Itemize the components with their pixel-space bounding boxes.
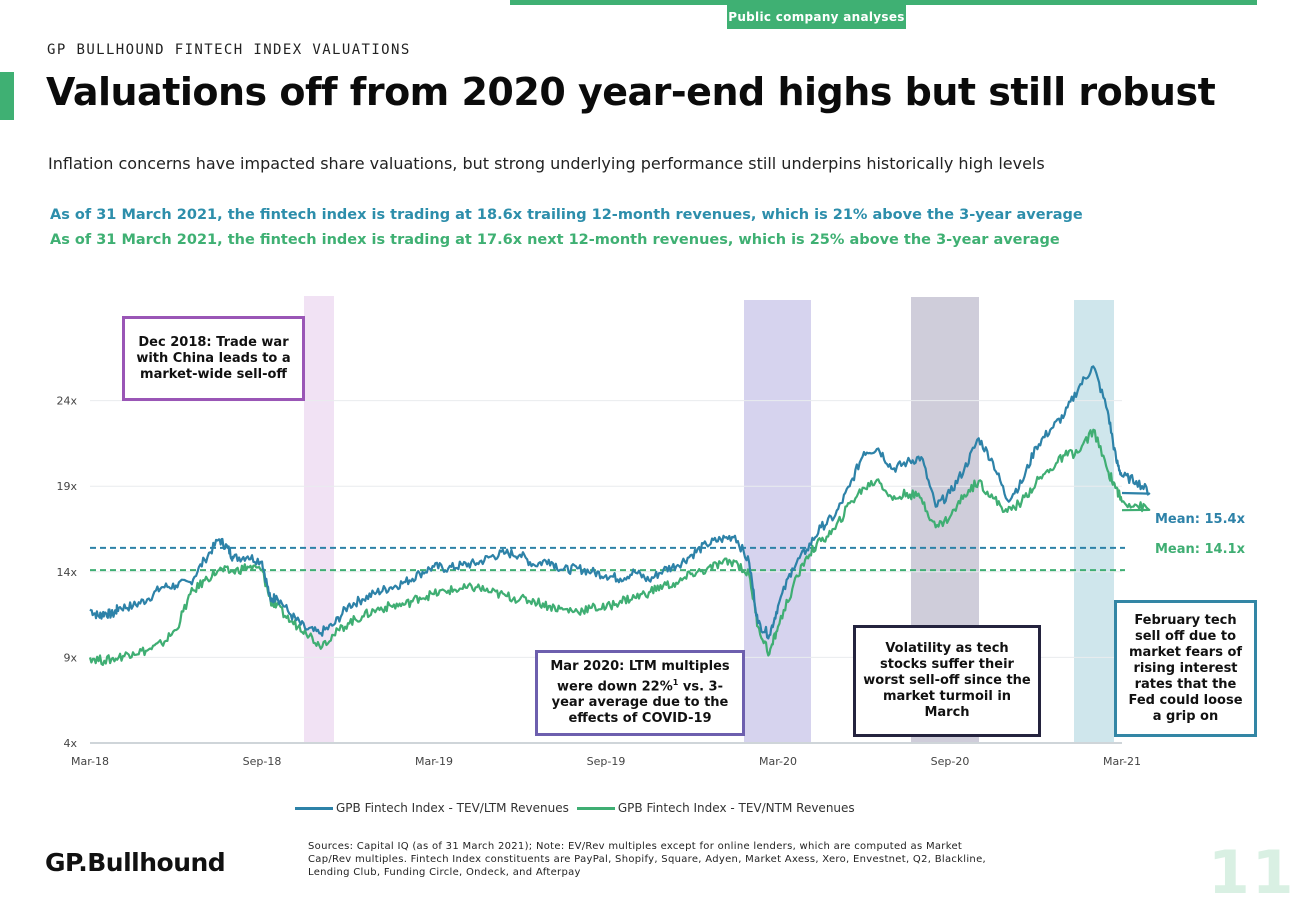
stat-ntm: As of 31 March 2021, the fintech index i… <box>50 232 1060 248</box>
y-tick-label: 24x <box>56 395 77 408</box>
x-tick-label: Mar-19 <box>415 755 453 768</box>
callout-sep-2020: Volatility as tech stocks suffer their w… <box>853 625 1041 737</box>
x-tick-label: Sep-18 <box>243 755 282 768</box>
stat-ltm: As of 31 March 2021, the fintech index i… <box>50 207 1083 223</box>
callout-feb-2021-text: February tech sell off due to market fea… <box>1128 612 1243 724</box>
page-title: Valuations off from 2020 year-end highs … <box>46 70 1216 114</box>
gp-bullhound-logo: GP.Bullhound <box>45 848 226 877</box>
callout-dec-2018-text: Dec 2018: Trade war with China leads to … <box>136 334 291 382</box>
y-tick-label: 9x <box>63 651 77 664</box>
mean-ltm-label: Mean: 15.4x <box>1155 512 1245 527</box>
footnote-marker: 1 <box>672 677 679 687</box>
x-tick-label: Mar-21 <box>1103 755 1141 768</box>
section-tag: Public company analyses <box>727 5 906 29</box>
callout-mar-2020-part2: vs. 3-year average due to the effects of… <box>551 679 729 727</box>
legend-item-ltm: GPB Fintech Index - TEV/LTM Revenues <box>295 801 569 815</box>
y-tick-label: 19x <box>56 480 77 493</box>
y-tick-label: 4x <box>63 737 77 750</box>
callout-mar-2020-text: Mar 2020: LTM multiples were down 22%1 v… <box>544 659 736 727</box>
top-accent-bar <box>510 0 1257 5</box>
x-tick-label: Mar-18 <box>71 755 109 768</box>
band-mar-2020 <box>744 300 811 743</box>
mean-ntm-label: Mean: 14.1x <box>1155 542 1245 557</box>
series-line-ltm <box>89 365 1151 640</box>
legend-swatch-ntm <box>576 806 615 810</box>
x-tick-label: Sep-20 <box>931 755 970 768</box>
chart-legend: GPB Fintech Index - TEV/LTM Revenues GPB… <box>295 801 857 815</box>
legend-item-ntm: GPB Fintech Index - TEV/NTM Revenues <box>576 801 855 815</box>
x-tick-label: Sep-19 <box>587 755 626 768</box>
callout-feb-2021: February tech sell off due to market fea… <box>1114 600 1257 737</box>
page-subtitle: Inflation concerns have impacted share v… <box>48 154 1045 173</box>
sources-note: Sources: Capital IQ (as of 31 March 2021… <box>308 841 987 878</box>
page-number: 11 <box>1208 838 1296 908</box>
x-tick-label: Mar-20 <box>759 755 797 768</box>
band-feb-2021 <box>1074 300 1114 743</box>
legend-label-ltm: GPB Fintech Index - TEV/LTM Revenues <box>336 801 569 815</box>
legend-label-ntm: GPB Fintech Index - TEV/NTM Revenues <box>617 801 855 815</box>
eyebrow-heading: GP BULLHOUND FINTECH INDEX VALUATIONS <box>47 42 411 58</box>
y-tick-label: 14x <box>56 566 77 579</box>
callout-mar-2020-part1: Mar 2020: LTM multiples were down 22% <box>550 658 730 695</box>
callout-sep-2020-text: Volatility as tech stocks suffer their w… <box>863 641 1031 720</box>
callout-mar-2020: Mar 2020: LTM multiples were down 22%1 v… <box>535 650 745 736</box>
callout-dec-2018: Dec 2018: Trade war with China leads to … <box>122 316 305 401</box>
title-accent-bar <box>0 72 14 120</box>
band-dec-2018 <box>304 296 334 743</box>
legend-swatch-ltm <box>295 806 333 810</box>
